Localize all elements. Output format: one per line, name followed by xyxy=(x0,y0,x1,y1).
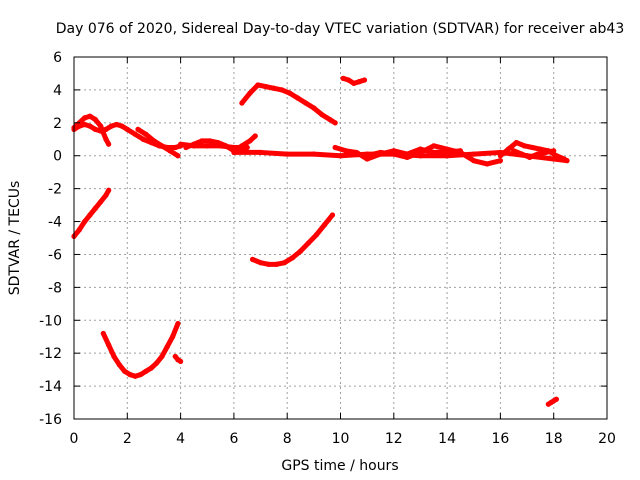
series-arc-j xyxy=(340,75,368,86)
series-arc-n xyxy=(364,143,503,167)
series-segment xyxy=(311,151,343,159)
series-arc-d xyxy=(71,187,112,239)
y-tick-label: 2 xyxy=(53,116,62,132)
x-tick-label: 6 xyxy=(229,431,238,447)
y-tick-label: 4 xyxy=(53,83,62,99)
data-point xyxy=(332,120,338,126)
y-tick-label: -4 xyxy=(48,215,62,231)
series-arc-i xyxy=(239,82,338,126)
data-point xyxy=(106,187,112,193)
x-tick-label: 10 xyxy=(332,431,350,447)
data-point xyxy=(561,156,567,162)
y-tick-label: -12 xyxy=(39,346,62,362)
series-segment xyxy=(457,149,477,164)
data-point xyxy=(252,133,258,139)
y-tick-label: 0 xyxy=(53,149,62,165)
series-arc-q xyxy=(545,396,559,407)
y-tick-label: -2 xyxy=(48,182,62,198)
data-point xyxy=(553,396,559,402)
x-tick-label: 18 xyxy=(545,431,563,447)
y-tick-label: -8 xyxy=(48,280,62,296)
series-arc-p xyxy=(511,148,557,160)
data-point xyxy=(178,358,184,365)
chart-title: Day 076 of 2020, Sidereal Day-to-day VTE… xyxy=(56,21,625,37)
data-point xyxy=(551,148,557,154)
x-tick-labels: 0 2 4 6 8 10 12 14 16 18 20 xyxy=(70,431,616,447)
series-arc-h xyxy=(183,133,258,154)
data-point xyxy=(329,212,336,218)
data-point xyxy=(175,320,181,327)
data-point xyxy=(361,77,368,83)
x-tick-label: 2 xyxy=(123,431,132,447)
series-arc-k xyxy=(249,212,336,267)
x-tick-label: 14 xyxy=(438,431,456,447)
series-arc-c xyxy=(135,126,181,159)
series-arc-b xyxy=(71,113,112,147)
y-tick-label: -10 xyxy=(39,313,62,329)
series-segment xyxy=(258,149,290,157)
data-point xyxy=(497,158,503,164)
data-point xyxy=(106,141,112,147)
series-segment xyxy=(471,149,503,157)
x-tick-label: 4 xyxy=(176,431,185,447)
data-points xyxy=(71,75,570,407)
y-tick-label: 6 xyxy=(53,50,62,66)
y-axis-label: SDTVAR / TECUs xyxy=(7,181,23,296)
y-tick-labels: -16 -14 -12 -10 -8 -6 -4 -2 0 2 4 6 xyxy=(39,50,62,428)
x-tick-label: 20 xyxy=(598,431,616,447)
y-tick-label: -6 xyxy=(48,247,62,263)
x-tick-label: 12 xyxy=(385,431,403,447)
y-tick-label: -14 xyxy=(39,379,62,395)
series-arc-e xyxy=(100,320,181,379)
series-arc-f xyxy=(172,353,184,365)
x-tick-label: 0 xyxy=(70,431,79,447)
tick-marks xyxy=(73,56,608,420)
data-point xyxy=(175,153,181,159)
y-tick-label: -16 xyxy=(39,412,62,428)
x-tick-label: 8 xyxy=(283,431,292,447)
x-tick-label: 16 xyxy=(491,431,509,447)
x-axis-label: GPS time / hours xyxy=(281,458,398,474)
